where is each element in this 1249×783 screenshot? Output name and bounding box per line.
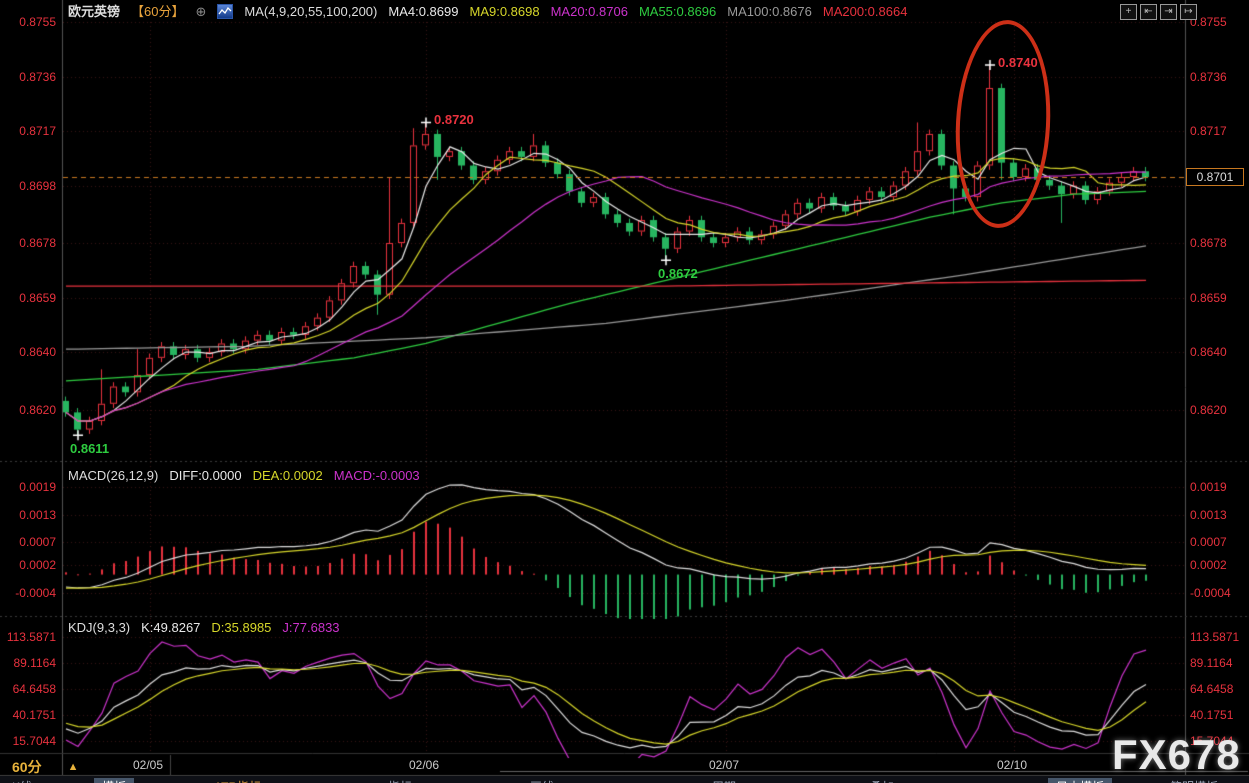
legend-item: MACD:-0.0003 <box>333 468 420 483</box>
legend-item: KDJ(9,3,3) <box>68 620 131 635</box>
y-axis-label: 0.8717 <box>19 124 56 139</box>
y-axis-label: 0.8620 <box>1190 402 1227 417</box>
compress-right-tool-icon[interactable]: ⇥ <box>1160 4 1177 20</box>
chart-tool-icons: + ⇤ ⇥ ↦ <box>1120 4 1197 20</box>
y-axis-label: 89.1164 <box>1190 656 1233 670</box>
legend-item: MA4:0.8699 <box>388 4 459 19</box>
legend-item: MA55:0.8696 <box>638 4 717 19</box>
bottom-toolbar-item[interactable]: 日内模板 <box>1048 778 1113 783</box>
macd-legend: MACD(26,12,9) DIFF:0.0000 DEA:0.0002 MACD:-… <box>68 468 420 483</box>
y-axis-label: 0.0007 <box>1190 535 1227 550</box>
y-axis-label: -0.0004 <box>1190 586 1231 600</box>
circle-plus-icon: ⊕ <box>195 4 207 19</box>
legend-item: J:77.6833 <box>282 620 340 635</box>
pan-right-tool-icon[interactable]: ↦ <box>1180 4 1197 20</box>
legend-item: 【60分】 <box>131 4 185 19</box>
legend-item: MA9:0.8698 <box>469 4 540 19</box>
bottom-toolbar-item[interactable]: 简明模板 <box>1162 778 1226 783</box>
bottom-toolbar-item[interactable]: ATR指标 <box>206 778 269 783</box>
bottom-toolbar-item[interactable]: 模板 <box>94 778 135 783</box>
kdj-legend: KDJ(9,3,3) K:49.8267 D:35.8985 J:77.6833 <box>68 620 340 635</box>
y-axis-label: 0.0002 <box>1190 558 1227 573</box>
legend-item: MACD(26,12,9) <box>68 468 159 483</box>
legend-item: MA200:0.8664 <box>822 4 908 19</box>
y-axis-label: 0.8640 <box>19 345 56 360</box>
x-axis-date: 02/06 <box>409 758 440 772</box>
y-axis-label: 0.8620 <box>19 402 56 417</box>
y-axis-label: -0.0004 <box>15 586 56 600</box>
y-axis-label: 0.8698 <box>19 178 56 193</box>
y-axis-label: 0.8659 <box>1190 290 1227 305</box>
y-axis-label: 15.7044 <box>12 734 56 748</box>
y-axis-label: 89.1164 <box>13 656 57 670</box>
watermark-fx678: FX678 <box>1112 731 1241 778</box>
legend-item: MA100:0.8676 <box>727 4 812 19</box>
bottom-toolbar-item[interactable]: 画线 <box>522 778 562 783</box>
chart-thumb-icon <box>217 4 234 19</box>
x-axis-date: 02/05 <box>133 758 164 772</box>
price-annotation: 0.8672 <box>658 266 698 282</box>
y-axis-label: 0.0007 <box>19 535 56 550</box>
y-axis-label: 64.6458 <box>1190 681 1234 696</box>
y-axis-label: 40.1751 <box>1190 708 1234 722</box>
bottom-toolbar: K线 模板 ATR指标 指标 画线 周期 叠加 日内模板 简明模板 <box>0 775 1249 783</box>
legend-item: DIFF:0.0000 <box>169 468 242 483</box>
y-axis-label: 0.8755 <box>19 15 56 29</box>
y-axis-label: 0.0019 <box>19 480 56 494</box>
y-axis-label: 0.8678 <box>1190 236 1227 251</box>
y-axis-label: 0.8755 <box>1190 15 1227 29</box>
bottom-toolbar-item[interactable]: 叠加 <box>862 778 902 783</box>
y-axis-label: 0.8678 <box>19 236 56 251</box>
y-axis-label: 0.0013 <box>19 507 56 522</box>
legend-item: MA(4,9,20,55,100,200) <box>244 4 378 19</box>
y-axis-label: 0.0019 <box>1190 480 1227 494</box>
y-axis-label: 15.7044 <box>1190 734 1234 748</box>
triangle-up-icon[interactable]: ▲ <box>67 761 79 773</box>
legend-item: 欧元英镑 <box>68 4 121 19</box>
y-axis-label: 40.1751 <box>12 708 56 722</box>
price-annotation: 0.8611 <box>70 441 110 457</box>
price-annotation: 0.8740 <box>998 55 1038 71</box>
bottom-toolbar-item[interactable]: 指标 <box>380 778 420 783</box>
y-axis-label: 0.8717 <box>1190 124 1227 139</box>
price-annotation: 0.8720 <box>434 112 474 128</box>
main-chart-legend: 欧元英镑 【60分】 ⊕ MA(4,9,20,55,100,200) MA4:0.869… <box>68 4 907 19</box>
legend-item: K:49.8267 <box>141 620 201 635</box>
legend-item: MA20:0.8706 <box>550 4 628 19</box>
y-axis-label: 64.6458 <box>12 681 56 696</box>
x-axis-date: 02/07 <box>709 758 740 772</box>
period-badge[interactable]: 60分 ▲ <box>12 757 78 777</box>
legend-item: DEA:0.0002 <box>252 468 323 483</box>
y-axis-label: 0.8640 <box>1190 345 1227 360</box>
y-axis-label: 0.8659 <box>19 290 56 305</box>
bottom-toolbar-item[interactable]: 周期 <box>704 778 744 783</box>
y-axis-label: 0.0002 <box>19 558 56 573</box>
y-axis-label: 0.8736 <box>19 69 56 84</box>
current-price-label: 0.8701 <box>1186 168 1244 186</box>
legend-item: D:35.8985 <box>211 620 272 635</box>
y-axis-label: 113.5871 <box>1190 630 1240 644</box>
bottom-toolbar-item[interactable]: K线 <box>4 778 40 783</box>
y-axis-label: 113.5871 <box>6 630 56 644</box>
y-axis-label: 0.8736 <box>1190 69 1227 84</box>
x-axis-date: 02/10 <box>997 758 1028 772</box>
y-axis-label: 0.0013 <box>1190 507 1227 522</box>
period-label: 60分 <box>12 759 42 775</box>
compress-left-tool-icon[interactable]: ⇤ <box>1140 4 1157 20</box>
move-tool-icon[interactable]: + <box>1120 4 1137 20</box>
